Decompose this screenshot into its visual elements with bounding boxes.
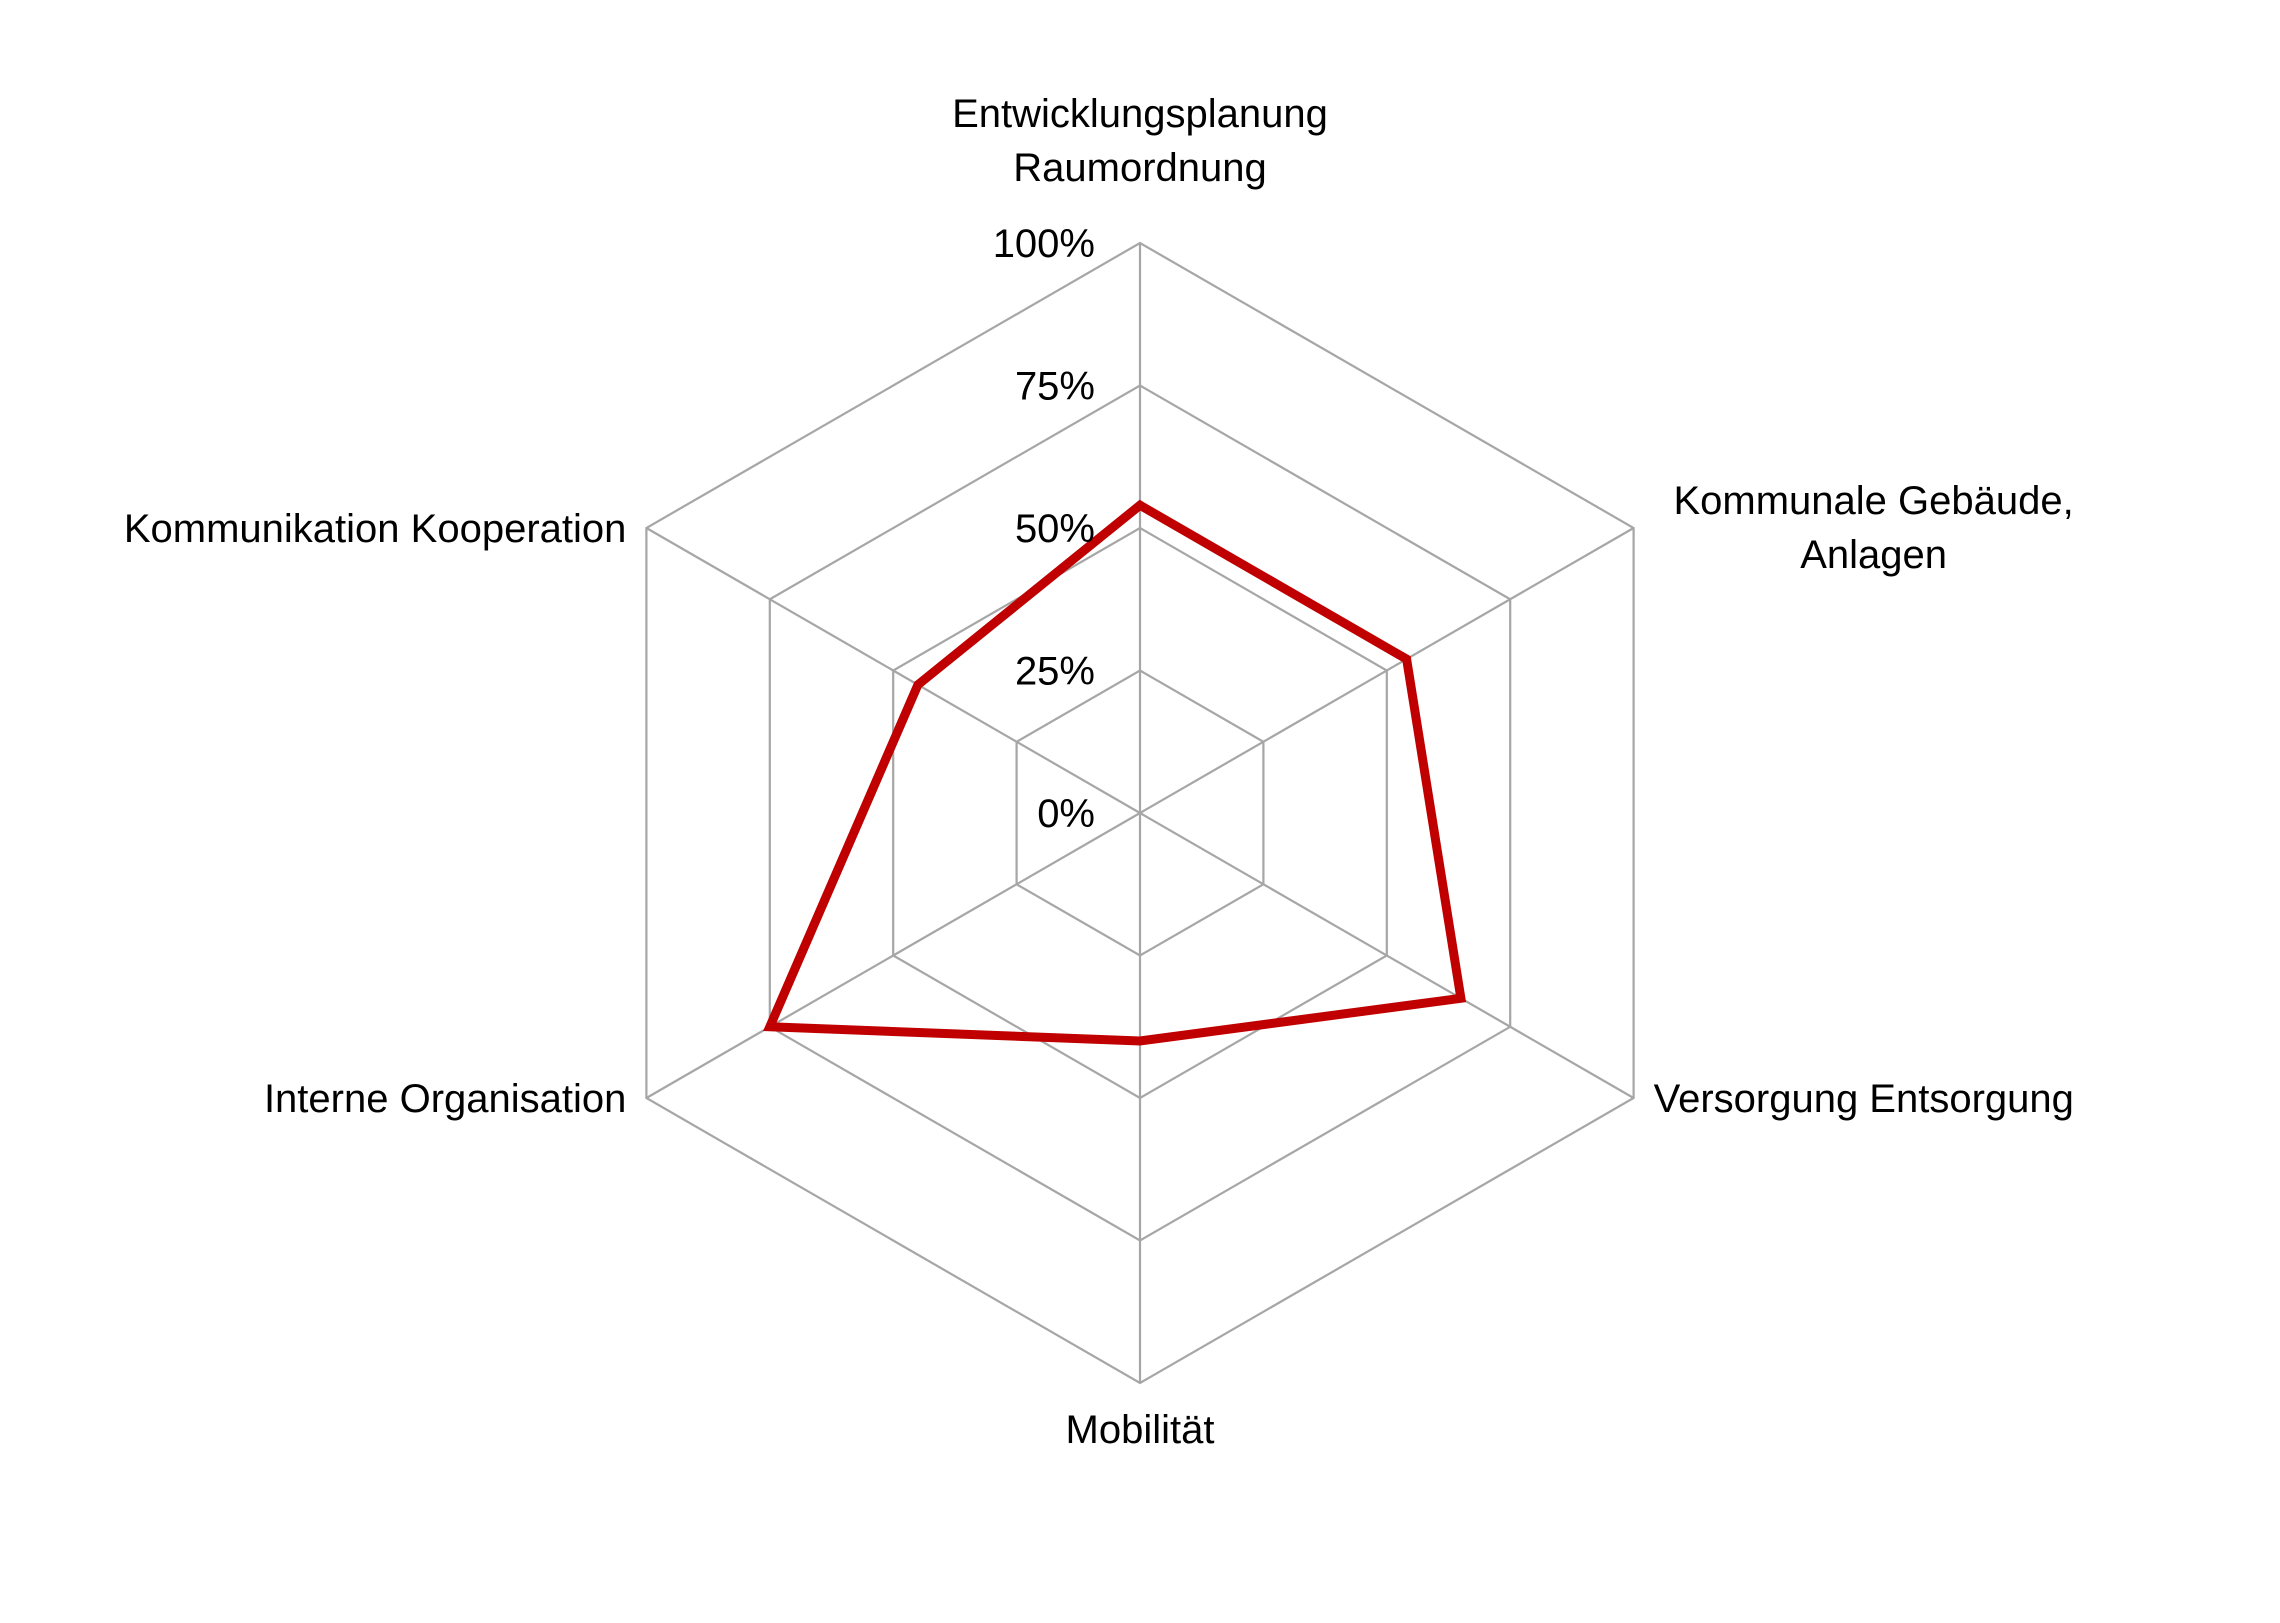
- grid-spoke-1: [1139, 527, 1635, 814]
- category-label-line: Anlagen: [1800, 533, 1947, 577]
- radar-grid: [645, 241, 1635, 1385]
- tick-label: 75%: [1015, 365, 1095, 409]
- tick-label: 0%: [1037, 792, 1095, 836]
- category-label-line: Entwicklungsplanung: [952, 92, 1328, 136]
- category-label-2: Versorgung Entsorgung: [1654, 1077, 2074, 1121]
- category-labels: Entwicklungsplanung Raumordnung Kommunale …: [124, 92, 2074, 1452]
- category-label-4: Interne Organisation: [264, 1077, 626, 1121]
- category-label-line: Interne Organisation: [264, 1077, 626, 1121]
- category-label-0: Entwicklungsplanung Raumordnung: [952, 92, 1328, 190]
- radar-series: [763, 499, 1467, 1046]
- category-label-1: Kommunale Gebäude, Anlagen: [1673, 479, 2073, 577]
- category-label-5: Kommunikation Kooperation: [124, 507, 627, 551]
- category-label-3: Mobilität: [1066, 1408, 1215, 1452]
- category-label-line: Kommunale Gebäude,: [1673, 479, 2073, 523]
- tick-label: 25%: [1015, 650, 1095, 694]
- grid-spoke-2: [1139, 812, 1635, 1099]
- radial-tick-labels: 0% 25% 50% 75% 100%: [993, 222, 1095, 836]
- category-label-line: Kommunikation Kooperation: [124, 507, 627, 551]
- category-label-line: Raumordnung: [1013, 146, 1267, 190]
- grid-spoke-4: [645, 812, 1141, 1099]
- grid-spoke-5: [645, 527, 1141, 814]
- series-line-0: [763, 499, 1467, 1046]
- category-label-line: Versorgung Entsorgung: [1654, 1077, 2074, 1121]
- category-label-line: Mobilität: [1066, 1408, 1215, 1452]
- tick-label: 100%: [993, 222, 1095, 266]
- tick-label: 50%: [1015, 507, 1095, 551]
